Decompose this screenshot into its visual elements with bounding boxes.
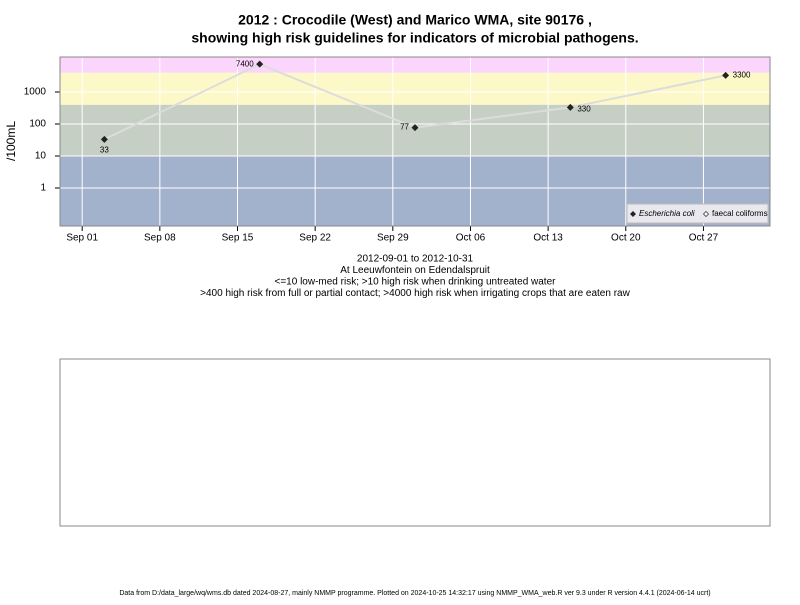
legend-label: Escherichia coli bbox=[639, 209, 695, 218]
chart-title: 2012 : Crocodile (West) and Marico WMA, … bbox=[238, 12, 592, 28]
data-point bbox=[411, 124, 419, 132]
data-label: 330 bbox=[577, 105, 591, 114]
x-axis-label: <=10 low-med risk; >10 high risk when dr… bbox=[275, 277, 557, 288]
legend-marker bbox=[703, 211, 709, 217]
footer: Data from D:/data_large/wq/wms.db dated … bbox=[119, 590, 710, 597]
x-tick-label: Oct 20 bbox=[611, 233, 641, 244]
risk-band bbox=[60, 72, 770, 105]
y-axis-label: /100mL bbox=[4, 121, 18, 161]
empty-panel bbox=[59, 358, 771, 527]
y-tick-label: 1 bbox=[40, 183, 46, 194]
legend-marker bbox=[630, 211, 636, 217]
x-tick-label: Sep 08 bbox=[144, 233, 176, 244]
x-tick-label: Sep 22 bbox=[299, 233, 331, 244]
x-axis-label: At Leeuwfontein on Edendalspruit bbox=[340, 265, 490, 276]
x-tick-label: Oct 13 bbox=[533, 233, 563, 244]
plot-frame bbox=[59, 56, 771, 227]
data-point bbox=[100, 135, 108, 143]
risk-band bbox=[60, 57, 770, 73]
x-axis-label: 2012-09-01 to 2012-10-31 bbox=[357, 254, 474, 265]
legend-label: faecal coliforms bbox=[712, 209, 768, 218]
x-tick-label: Oct 27 bbox=[689, 233, 719, 244]
data-label: 77 bbox=[400, 123, 409, 132]
y-tick-label: 100 bbox=[29, 119, 46, 130]
data-point bbox=[566, 103, 574, 111]
data-point bbox=[722, 71, 730, 79]
data-label: 33 bbox=[100, 146, 109, 155]
x-tick-label: Oct 06 bbox=[456, 233, 486, 244]
data-point bbox=[256, 60, 264, 68]
y-tick-label: 10 bbox=[35, 151, 47, 162]
chart-subtitle: showing high risk guidelines for indicat… bbox=[191, 30, 638, 46]
x-tick-label: Sep 15 bbox=[222, 233, 254, 244]
data-label: 7400 bbox=[236, 59, 254, 68]
legend-box bbox=[626, 203, 769, 224]
data-label: 3300 bbox=[733, 71, 751, 80]
y-tick-label: 1000 bbox=[24, 87, 47, 98]
x-tick-label: Sep 01 bbox=[66, 233, 98, 244]
x-tick-label: Sep 29 bbox=[377, 233, 409, 244]
x-axis-label: >400 high risk from full or partial cont… bbox=[200, 288, 630, 299]
